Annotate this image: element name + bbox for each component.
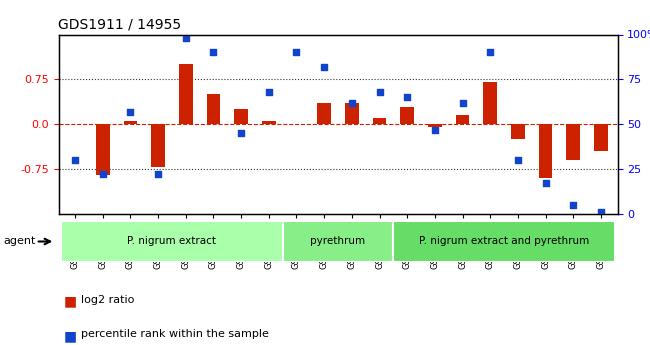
FancyBboxPatch shape (393, 221, 615, 262)
FancyBboxPatch shape (283, 221, 393, 262)
Text: pyrethrum: pyrethrum (311, 237, 365, 246)
Point (264, 89, 274, 95)
Bar (262, 121, 276, 124)
Point (568, 202, 578, 208)
Point (153, 172, 163, 177)
Bar (151, 124, 165, 167)
Bar (456, 115, 469, 124)
Text: GDS1911 / 14955: GDS1911 / 14955 (58, 18, 181, 32)
Point (374, 89, 385, 95)
Bar (400, 107, 414, 124)
Point (430, 127, 440, 132)
Bar (594, 124, 608, 151)
Bar (234, 109, 248, 124)
Bar (372, 118, 387, 124)
Point (70, 157, 81, 163)
Text: log2 ratio: log2 ratio (81, 295, 135, 305)
Point (181, 35, 191, 41)
Bar (345, 103, 359, 124)
Text: ■: ■ (64, 295, 77, 309)
Point (236, 130, 246, 136)
Point (319, 64, 330, 70)
Point (125, 109, 136, 115)
Point (208, 50, 218, 55)
Bar (566, 124, 580, 160)
Bar (511, 124, 525, 139)
Text: P. nigrum extract: P. nigrum extract (127, 237, 216, 246)
Bar (539, 124, 552, 178)
Point (485, 50, 495, 55)
Bar (207, 94, 220, 124)
Text: agent: agent (3, 237, 36, 246)
Point (402, 95, 412, 100)
Text: percentile rank within the sample: percentile rank within the sample (81, 329, 268, 339)
Point (291, 50, 302, 55)
Point (513, 157, 523, 163)
Bar (317, 103, 331, 124)
Point (98, 172, 108, 177)
Bar (124, 121, 137, 124)
Bar (428, 124, 442, 127)
Text: ■: ■ (64, 329, 77, 343)
Bar (484, 82, 497, 124)
FancyBboxPatch shape (61, 221, 283, 262)
Point (346, 100, 357, 106)
Point (595, 209, 606, 215)
Bar (179, 65, 192, 124)
Text: P. nigrum extract and pyrethrum: P. nigrum extract and pyrethrum (419, 237, 589, 246)
Point (458, 100, 468, 106)
Bar (96, 124, 110, 175)
Point (540, 181, 551, 186)
